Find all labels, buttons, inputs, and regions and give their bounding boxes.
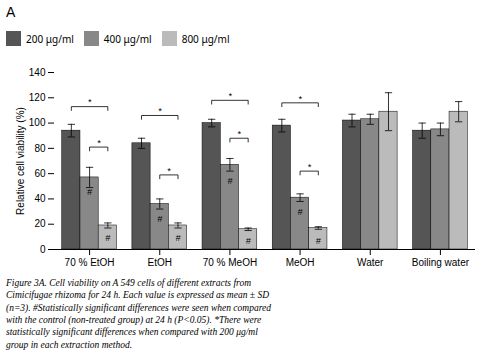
html-text:200 μg/ml: 200 μg/ml — [26, 31, 74, 46]
svg-text:*: * — [167, 166, 171, 176]
svg-text:80: 80 — [34, 143, 46, 154]
svg-text:#: # — [298, 207, 304, 217]
svg-text:120: 120 — [29, 92, 46, 103]
svg-text:*: * — [97, 138, 101, 148]
svg-text:Water: Water — [357, 257, 384, 268]
svg-text:*: * — [158, 106, 162, 116]
svg-text:Relative cell viability (%): Relative cell viability (%) — [15, 107, 26, 215]
svg-text:140: 140 — [29, 67, 46, 78]
html-text:400 μg/ml: 400 μg/ml — [103, 31, 152, 46]
svg-text:*: * — [298, 94, 302, 104]
svg-text:#: # — [175, 233, 181, 243]
html-text:800 μg/ml: 800 μg/ml — [181, 31, 230, 46]
svg-text:Boiling water: Boiling water — [412, 257, 470, 268]
svg-text:#: # — [227, 176, 233, 186]
svg-text:#: # — [157, 214, 163, 224]
html-text:A: A — [6, 4, 16, 20]
svg-text:MeOH: MeOH — [286, 257, 315, 268]
svg-text:100: 100 — [29, 117, 46, 128]
svg-text:*: * — [307, 162, 311, 172]
svg-text:70 % MeOH: 70 % MeOH — [203, 257, 257, 268]
html-text:Figure 3A. Cell viability on A: Figure 3A. Cell viability on A 549 cells… — [6, 278, 271, 350]
svg-text:EtOH: EtOH — [148, 257, 172, 268]
svg-text:70 % EtOH: 70 % EtOH — [65, 257, 115, 268]
svg-text:60: 60 — [34, 168, 46, 179]
svg-text:#: # — [105, 233, 111, 243]
svg-text:20: 20 — [34, 218, 46, 229]
svg-text:40: 40 — [34, 193, 46, 204]
svg-text:#: # — [316, 236, 322, 246]
svg-text:#: # — [246, 236, 252, 246]
svg-text:*: * — [228, 91, 232, 101]
svg-text:0: 0 — [40, 244, 46, 255]
svg-text:*: * — [237, 129, 241, 139]
svg-text:#: # — [87, 187, 93, 197]
svg-text:*: * — [88, 97, 92, 107]
